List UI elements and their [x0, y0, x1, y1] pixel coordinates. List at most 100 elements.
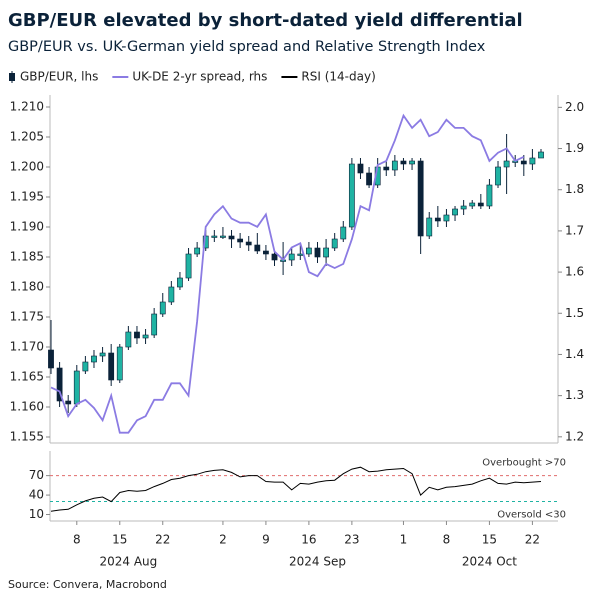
rsi-tick-label: 70	[29, 468, 44, 482]
candle-body	[529, 157, 536, 165]
candle-body	[125, 331, 132, 348]
x-tick-label: 1	[400, 533, 408, 547]
candle-body	[134, 331, 140, 339]
y2-tick-label: 1.3	[565, 388, 584, 402]
reference-label: Oversold <30	[497, 510, 566, 521]
y2-tick-label: 1.8	[565, 182, 584, 196]
legend-label: RSI (14-day)	[301, 70, 375, 84]
x-tick-label: 9	[262, 533, 270, 547]
month-label: 2024 Sep	[289, 555, 346, 569]
candle-body	[91, 355, 97, 363]
candle-body	[434, 217, 441, 222]
candle-body	[82, 361, 89, 372]
candle-body	[469, 202, 476, 207]
candle-body	[185, 253, 192, 279]
candle-body	[254, 244, 261, 252]
candle-body	[263, 250, 269, 255]
y2-tick-label: 1.4	[565, 347, 584, 361]
y-tick-label: 1.185	[10, 250, 44, 264]
candle-body	[331, 238, 338, 249]
candle-body	[168, 286, 175, 303]
candle-body	[305, 247, 312, 255]
y-tick-label: 1.205	[10, 130, 44, 144]
candle-body	[211, 235, 218, 238]
y-tick-label: 1.190	[10, 220, 44, 234]
y-tick-label: 1.180	[10, 280, 44, 294]
month-label: 2024 Aug	[99, 555, 157, 569]
candle-body	[48, 349, 54, 369]
candle-body	[288, 253, 295, 261]
candle-body	[194, 247, 201, 255]
y-tick-label: 1.165	[10, 370, 44, 384]
y-tick-label: 1.195	[10, 190, 44, 204]
candle-body	[271, 253, 278, 261]
candle-body	[503, 160, 510, 168]
candle-body	[245, 241, 252, 246]
candle-body	[314, 247, 321, 258]
series-line	[50, 466, 542, 512]
y2-tick-label: 1.7	[565, 223, 584, 237]
candle-body	[520, 160, 527, 165]
candle-body	[159, 301, 166, 315]
candle-body	[452, 208, 458, 216]
candle-body	[391, 160, 398, 171]
x-tick-label: 2	[219, 533, 227, 547]
y2-tick-label: 1.9	[565, 141, 584, 155]
x-tick-label: 16	[301, 533, 316, 547]
x-tick-label: 15	[112, 533, 127, 547]
candle-body	[460, 205, 467, 210]
candle-body	[151, 313, 158, 336]
series-line	[50, 113, 525, 434]
x-tick-label: 8	[443, 533, 451, 547]
rsi-tick-label: 10	[29, 507, 44, 521]
candle-body	[220, 235, 226, 238]
candle-body	[323, 247, 329, 258]
candle-body	[73, 370, 80, 405]
candle-body	[116, 346, 123, 381]
candle-body	[142, 334, 149, 339]
x-tick-label: 23	[344, 533, 359, 547]
x-tick-label: 15	[482, 533, 497, 547]
candle-body	[357, 163, 364, 174]
y2-tick-label: 2.0	[565, 100, 584, 114]
y2-tick-label: 1.5	[565, 306, 584, 320]
candle-body	[426, 217, 433, 237]
candle-body	[348, 163, 355, 228]
candle-body	[108, 352, 115, 381]
rsi-tick-label: 40	[29, 488, 44, 502]
reference-label: Overbought >70	[482, 458, 566, 469]
candle-body	[417, 160, 424, 237]
y-tick-label: 1.170	[10, 340, 44, 354]
y-tick-label: 1.155	[10, 430, 44, 444]
y-tick-label: 1.210	[10, 100, 44, 114]
candle-body	[340, 226, 347, 240]
x-tick-label: 22	[155, 533, 170, 547]
y2-tick-label: 1.2	[565, 429, 584, 443]
candle-body	[477, 202, 484, 207]
y-tick-label: 1.175	[10, 310, 44, 324]
candle-body	[237, 238, 244, 243]
legend-label: GBP/EUR, lhs	[20, 70, 98, 84]
candle-body	[486, 184, 493, 207]
x-tick-label: 22	[525, 533, 540, 547]
candle-body	[538, 151, 544, 159]
candle-body	[443, 214, 450, 222]
candle-body	[400, 160, 407, 165]
candle-body	[383, 166, 390, 171]
source: Source: Convera, Macrobond	[8, 578, 167, 591]
candle-body	[99, 352, 106, 357]
y2-tick-label: 1.6	[565, 265, 584, 279]
month-label: 2024 Oct	[462, 555, 517, 569]
candle-body	[366, 172, 372, 186]
legend-swatch	[9, 73, 15, 81]
chart-title: GBP/EUR elevated by short-dated yield di…	[8, 10, 523, 31]
candle-body	[495, 166, 501, 186]
candle-body	[65, 400, 72, 405]
chart-subtitle: GBP/EUR vs. UK-German yield spread and R…	[8, 39, 486, 55]
legend-label: UK-DE 2-yr spread, rhs	[132, 70, 267, 84]
candle-body	[177, 277, 183, 288]
candle-body	[297, 253, 304, 256]
y-tick-label: 1.200	[10, 160, 44, 174]
y-tick-label: 1.160	[10, 400, 44, 414]
